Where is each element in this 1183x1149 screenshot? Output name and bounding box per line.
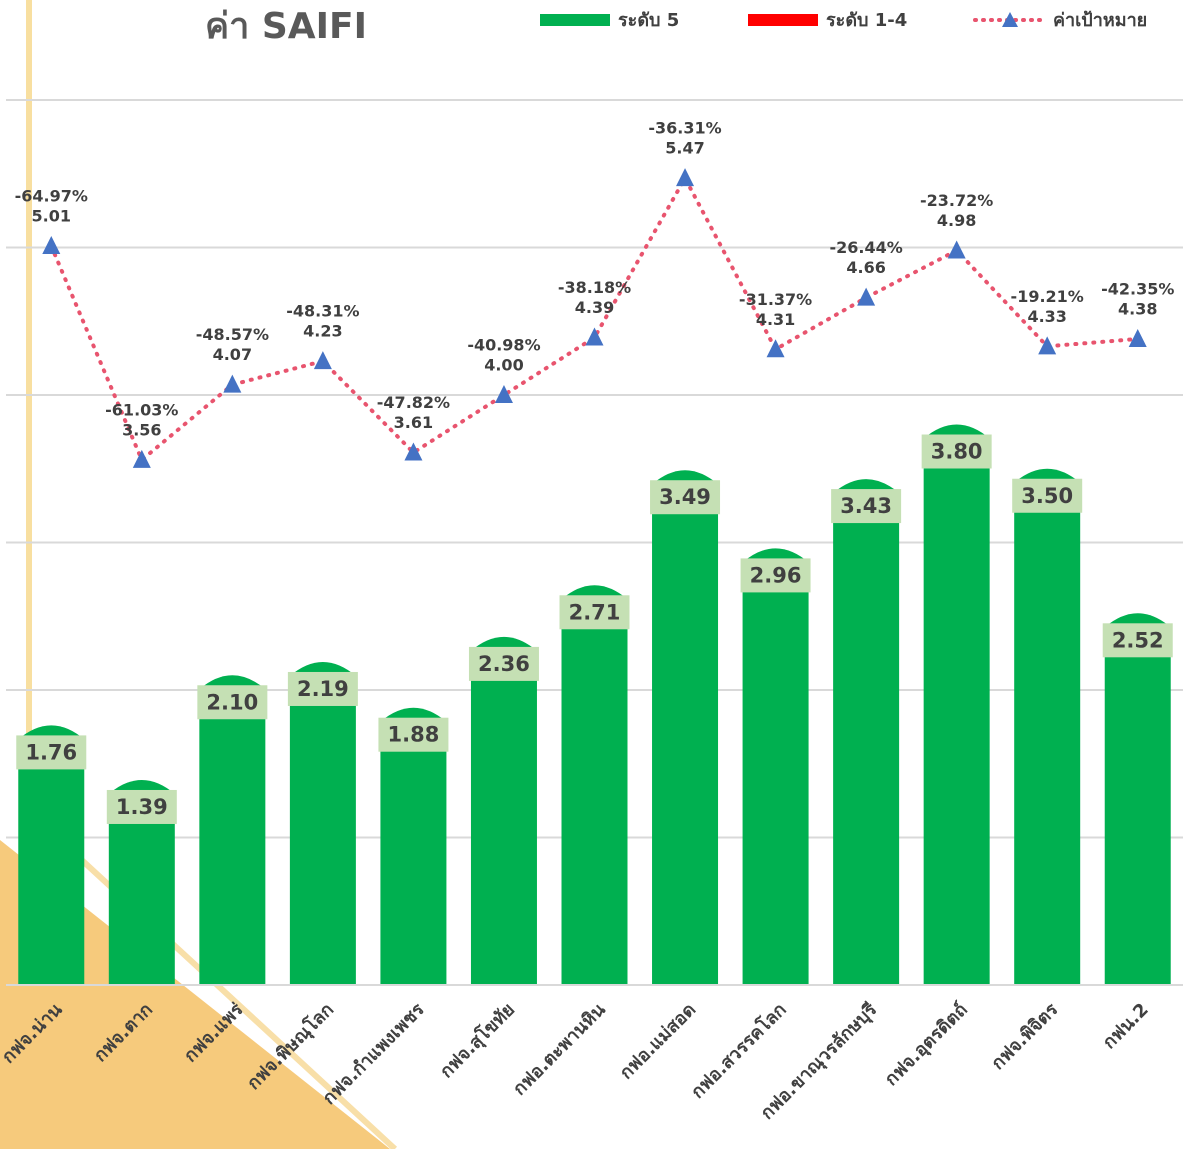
x-tick-label: กฟน.2 [1099,999,1153,1053]
legend-label: ระดับ 1-4 [826,10,907,31]
data-label: 4.98 [937,211,976,230]
x-tick-label: กฟจ.สุโขทัย [435,999,519,1083]
legend-swatch [540,14,610,26]
change-label: -36.31% [648,119,721,138]
x-tick-label: กฟอ.ตะพานหิน [509,999,610,1100]
target-marker [1129,329,1147,347]
data-label: 3.43 [840,494,892,518]
data-label: 3.56 [122,420,161,439]
change-label: -48.57% [196,325,269,344]
bar [924,425,990,986]
bar [743,548,809,985]
data-label: 3.80 [931,440,983,464]
data-label: 3.49 [659,485,711,509]
change-label: -31.37% [739,290,812,309]
chart: ค่า SAIFI ระดับ 5 ระดับ 1-4 ค่าเป้าหมาย 1.… [0,0,1183,1149]
target-marker [676,168,694,186]
page: {"chart_data": { "type": "bar", "title":… [0,0,1183,1149]
data-label: 4.39 [575,298,614,317]
data-label: 2.52 [1112,628,1164,652]
data-label: 3.61 [394,413,433,432]
change-label: -47.82% [377,393,450,412]
bar [471,637,537,985]
data-label: 2.36 [478,652,530,676]
x-tick-label: กฟอ.สวรรคโลก [686,999,790,1103]
bar [199,675,265,985]
target-marker [223,375,241,393]
data-label: 5.47 [665,139,704,158]
data-label: 5.01 [32,207,71,226]
change-label: -26.44% [829,238,902,257]
change-label: -61.03% [105,400,178,419]
legend-label: ค่าเป้าหมาย [1053,10,1147,31]
target-marker [586,327,604,345]
data-label: 4.38 [1118,299,1157,318]
data-label: 1.88 [388,723,440,747]
x-tick-label: กฟอ.แม่สอด [616,999,700,1083]
x-tick-label: กฟจ.อุตรดิตถ์ [880,999,972,1091]
data-label: 2.10 [206,690,258,714]
data-label: 3.50 [1021,484,1073,508]
change-label: -48.31% [286,302,359,321]
bar [290,662,356,985]
target-marker [133,450,151,468]
change-label: -64.97% [15,187,88,206]
data-label: 2.96 [750,563,802,587]
target-marker [314,351,332,369]
legend-label: ระดับ 5 [618,10,679,31]
bar [1014,469,1080,985]
target-marker [767,339,785,357]
change-label: -38.18% [558,278,631,297]
chart-title: ค่า SAIFI [205,6,367,47]
bar [652,470,718,985]
change-label: -42.35% [1101,279,1174,298]
legend: ระดับ 5 ระดับ 1-4 ค่าเป้าหมาย [540,10,1147,31]
data-label: 4.66 [846,258,885,277]
bar [562,585,628,985]
data-label: 2.19 [297,677,349,701]
data-label: 4.33 [1027,307,1066,326]
data-label: 2.71 [569,600,621,624]
target-marker [948,240,966,258]
target-marker [857,288,875,306]
data-label: 4.00 [484,356,523,375]
legend-swatch [748,14,818,26]
bar [833,479,899,985]
data-label: 4.07 [213,345,252,364]
data-label: 4.31 [756,310,795,329]
change-label: -23.72% [920,191,993,210]
target-marker [404,443,422,461]
data-label: 4.23 [303,322,342,341]
x-tick-label: กฟจ.พิจิตร [987,999,1062,1074]
data-label: 1.76 [25,740,77,764]
bar [1105,613,1171,985]
change-label: -40.98% [467,336,540,355]
change-label: -19.21% [1011,287,1084,306]
target-marker [42,236,60,254]
data-label: 1.39 [116,795,168,819]
